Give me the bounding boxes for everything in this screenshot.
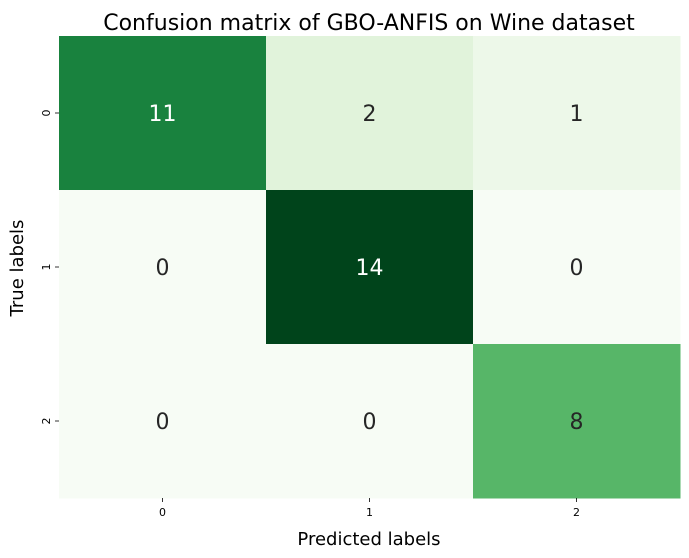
cell-value-0-0: 11: [149, 102, 177, 127]
cell-value-2-2: 8: [570, 410, 584, 435]
y-tick-label-1: 1: [40, 264, 53, 271]
x-tick-label-2: 2: [573, 506, 580, 519]
heatmap-cell-2-2: [473, 344, 681, 499]
heatmap-cells: [59, 36, 681, 499]
heatmap-cell-1-2: [473, 190, 681, 345]
heatmap-cell-0-1: [266, 36, 474, 191]
x-axis-ticks: 0 1 2: [159, 498, 580, 519]
cell-value-1-1: 14: [356, 256, 384, 281]
cell-value-0-2: 1: [570, 102, 584, 127]
cell-value-1-2: 0: [570, 256, 584, 281]
heatmap-cell-2-1: [266, 344, 474, 499]
cell-value-2-1: 0: [363, 410, 377, 435]
y-tick-label-2: 2: [40, 418, 53, 425]
heatmap-cell-0-2: [473, 36, 681, 191]
x-tick-label-1: 1: [366, 506, 373, 519]
cell-value-1-0: 0: [156, 256, 170, 281]
cell-value-2-0: 0: [156, 410, 170, 435]
heatmap-cell-labels: 11 2 1 0 14 0 0 0 8: [149, 102, 584, 435]
x-axis-label: Predicted labels: [297, 529, 440, 550]
heatmap-cell-1-1: [266, 190, 474, 345]
y-tick-label-0: 0: [40, 110, 53, 117]
heatmap-cell-1-0: [59, 190, 267, 345]
y-axis-ticks: 0 1 2: [40, 110, 59, 425]
heatmap-cell-2-0: [59, 344, 267, 499]
chart-title: Confusion matrix of GBO-ANFIS on Wine da…: [103, 11, 635, 36]
heatmap-cell-0-0: [59, 36, 267, 191]
x-tick-label-0: 0: [159, 506, 166, 519]
cell-value-0-1: 2: [363, 102, 377, 127]
y-axis-label: True labels: [7, 220, 28, 318]
